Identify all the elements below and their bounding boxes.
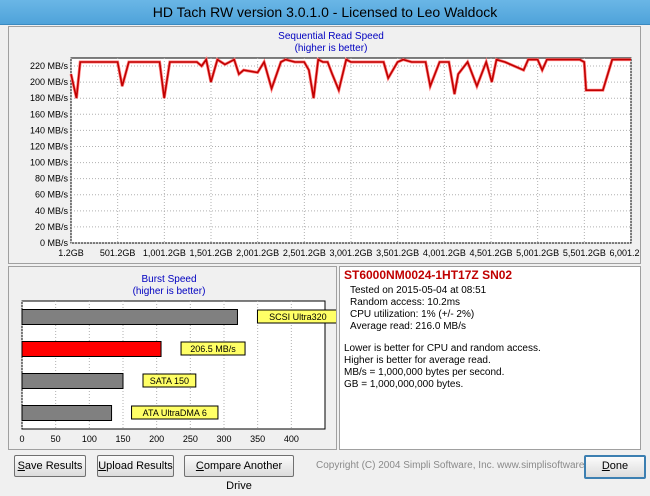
read-y-tick-label: 140 MB/s [30,125,69,135]
read-y-tick-label: 20 MB/s [35,222,69,232]
compare-label: ompare Another Drive [203,460,283,492]
burst-bar [21,373,124,389]
burst-bar-label: 206.5 MB/s [190,344,236,354]
note-lower-better: Lower is better for CPU and random acces… [344,343,541,354]
burst-x-tick-label: 400 [284,434,299,444]
read-x-tick-label: 3,501.2GB [376,248,419,258]
burst-bar [21,309,238,325]
burst-x-tick-label: 350 [250,434,265,444]
read-x-tick-label: 5,001.2GB [516,248,559,258]
burst-bar-label-box [142,373,197,388]
sequential-read-panel: Sequential Read Speed (higher is better)… [8,26,650,264]
save-accel-key: S [17,460,25,472]
read-series-line [70,57,631,99]
read-x-tick-label: 2,501.2GB [283,248,326,258]
burst-bar-label: SATA 150 [150,376,189,386]
read-x-tick-label: 2,001.2GB [236,248,279,258]
read-x-tick-label: 1,501.2GB [189,248,232,258]
burst-chart-title: Burst Speed [141,274,196,285]
drive-model: ST6000NM0024-1HT17Z SN02 [344,268,513,282]
burst-x-tick-label: 150 [115,434,130,444]
upload-results-button[interactable]: Upload Results [97,455,174,477]
average-read: Average read: 216.0 MB/s [350,321,466,332]
done-accel-key: D [601,460,610,472]
random-access: Random access: 10.2ms [350,297,461,308]
burst-chart-subtitle: (higher is better) [133,286,206,297]
read-y-tick-label: 120 MB/s [30,141,69,151]
burst-x-tick-label: 100 [82,434,97,444]
done-label: one [609,460,629,472]
save-results-button[interactable]: Save Results [14,455,86,477]
read-y-tick-label: 180 MB/s [30,93,69,103]
cpu-utilization: CPU utilization: 1% (+/- 2%) [350,309,475,320]
read-y-tick-label: 80 MB/s [35,174,69,184]
burst-bar-label-box [180,341,246,356]
read-x-tick-label: 501.2GB [100,248,136,258]
read-y-tick-label: 40 MB/s [35,206,69,216]
title-bar: HD Tach RW version 3.0.1.0 - Licensed to… [0,0,650,25]
sequential-read-chart: Sequential Read Speed (higher is better)… [30,31,650,258]
upload-accel-key: U [98,460,107,472]
burst-bar-label: SCSI Ultra320 [269,312,327,322]
read-x-tick-label: 4,501.2GB [469,248,512,258]
burst-x-tick-label: 200 [149,434,164,444]
read-x-tick-label: 5,501.2GB [563,248,606,258]
read-y-tick-label: 0 MB/s [40,238,69,248]
read-y-tick-label: 100 MB/s [30,158,69,168]
burst-bar-label-box [131,405,219,420]
read-y-tick-label: 60 MB/s [35,190,69,200]
tested-on: Tested on 2015-05-04 at 08:51 [350,285,487,296]
window-title: HD Tach RW version 3.0.1.0 - Licensed to… [152,4,498,20]
burst-x-tick-label: 250 [183,434,198,444]
compare-another-drive-button[interactable]: Compare Another Drive [184,455,294,492]
read-y-tick-label: 160 MB/s [30,109,69,119]
copyright-text: Copyright (C) 2004 Simpli Software, Inc.… [316,460,607,471]
burst-bar [21,341,162,357]
read-x-tick-label: 1.2GB [58,248,84,258]
burst-bar-label: ATA UltraDMA 6 [143,408,207,418]
read-chart-title: Sequential Read Speed [278,31,384,42]
done-button[interactable]: Done [584,455,646,479]
burst-x-tick-label: 300 [216,434,231,444]
note-mbs-definition: MB/s = 1,000,000 bytes per second. [344,367,505,378]
read-x-tick-label: 1,001.2GB [143,248,186,258]
burst-speed-panel: Burst Speed (higher is better) SCSI Ultr… [8,266,339,450]
compare-accel-key: C [195,460,204,472]
save-label: ave Results [24,460,83,472]
read-x-tick-label: 6,001.2GB [609,248,640,258]
burst-x-tick-label: 0 [19,434,24,444]
note-higher-better: Higher is better for average read. [344,355,491,366]
read-y-tick-label: 220 MB/s [30,61,69,71]
drive-info-panel: ST6000NM0024-1HT17Z SN02 Tested on 2015-… [339,266,641,450]
read-x-tick-label: 3,001.2GB [329,248,372,258]
burst-bar [21,405,113,421]
note-gb-definition: GB = 1,000,000,000 bytes. [344,379,464,390]
burst-x-tick-label: 50 [51,434,61,444]
read-chart-subtitle: (higher is better) [295,43,368,54]
upload-label: pload Results [106,460,173,472]
burst-speed-chart: Burst Speed (higher is better) SCSI Ultr… [19,274,339,444]
read-x-tick-label: 4,001.2GB [423,248,466,258]
read-y-tick-label: 200 MB/s [30,77,69,87]
